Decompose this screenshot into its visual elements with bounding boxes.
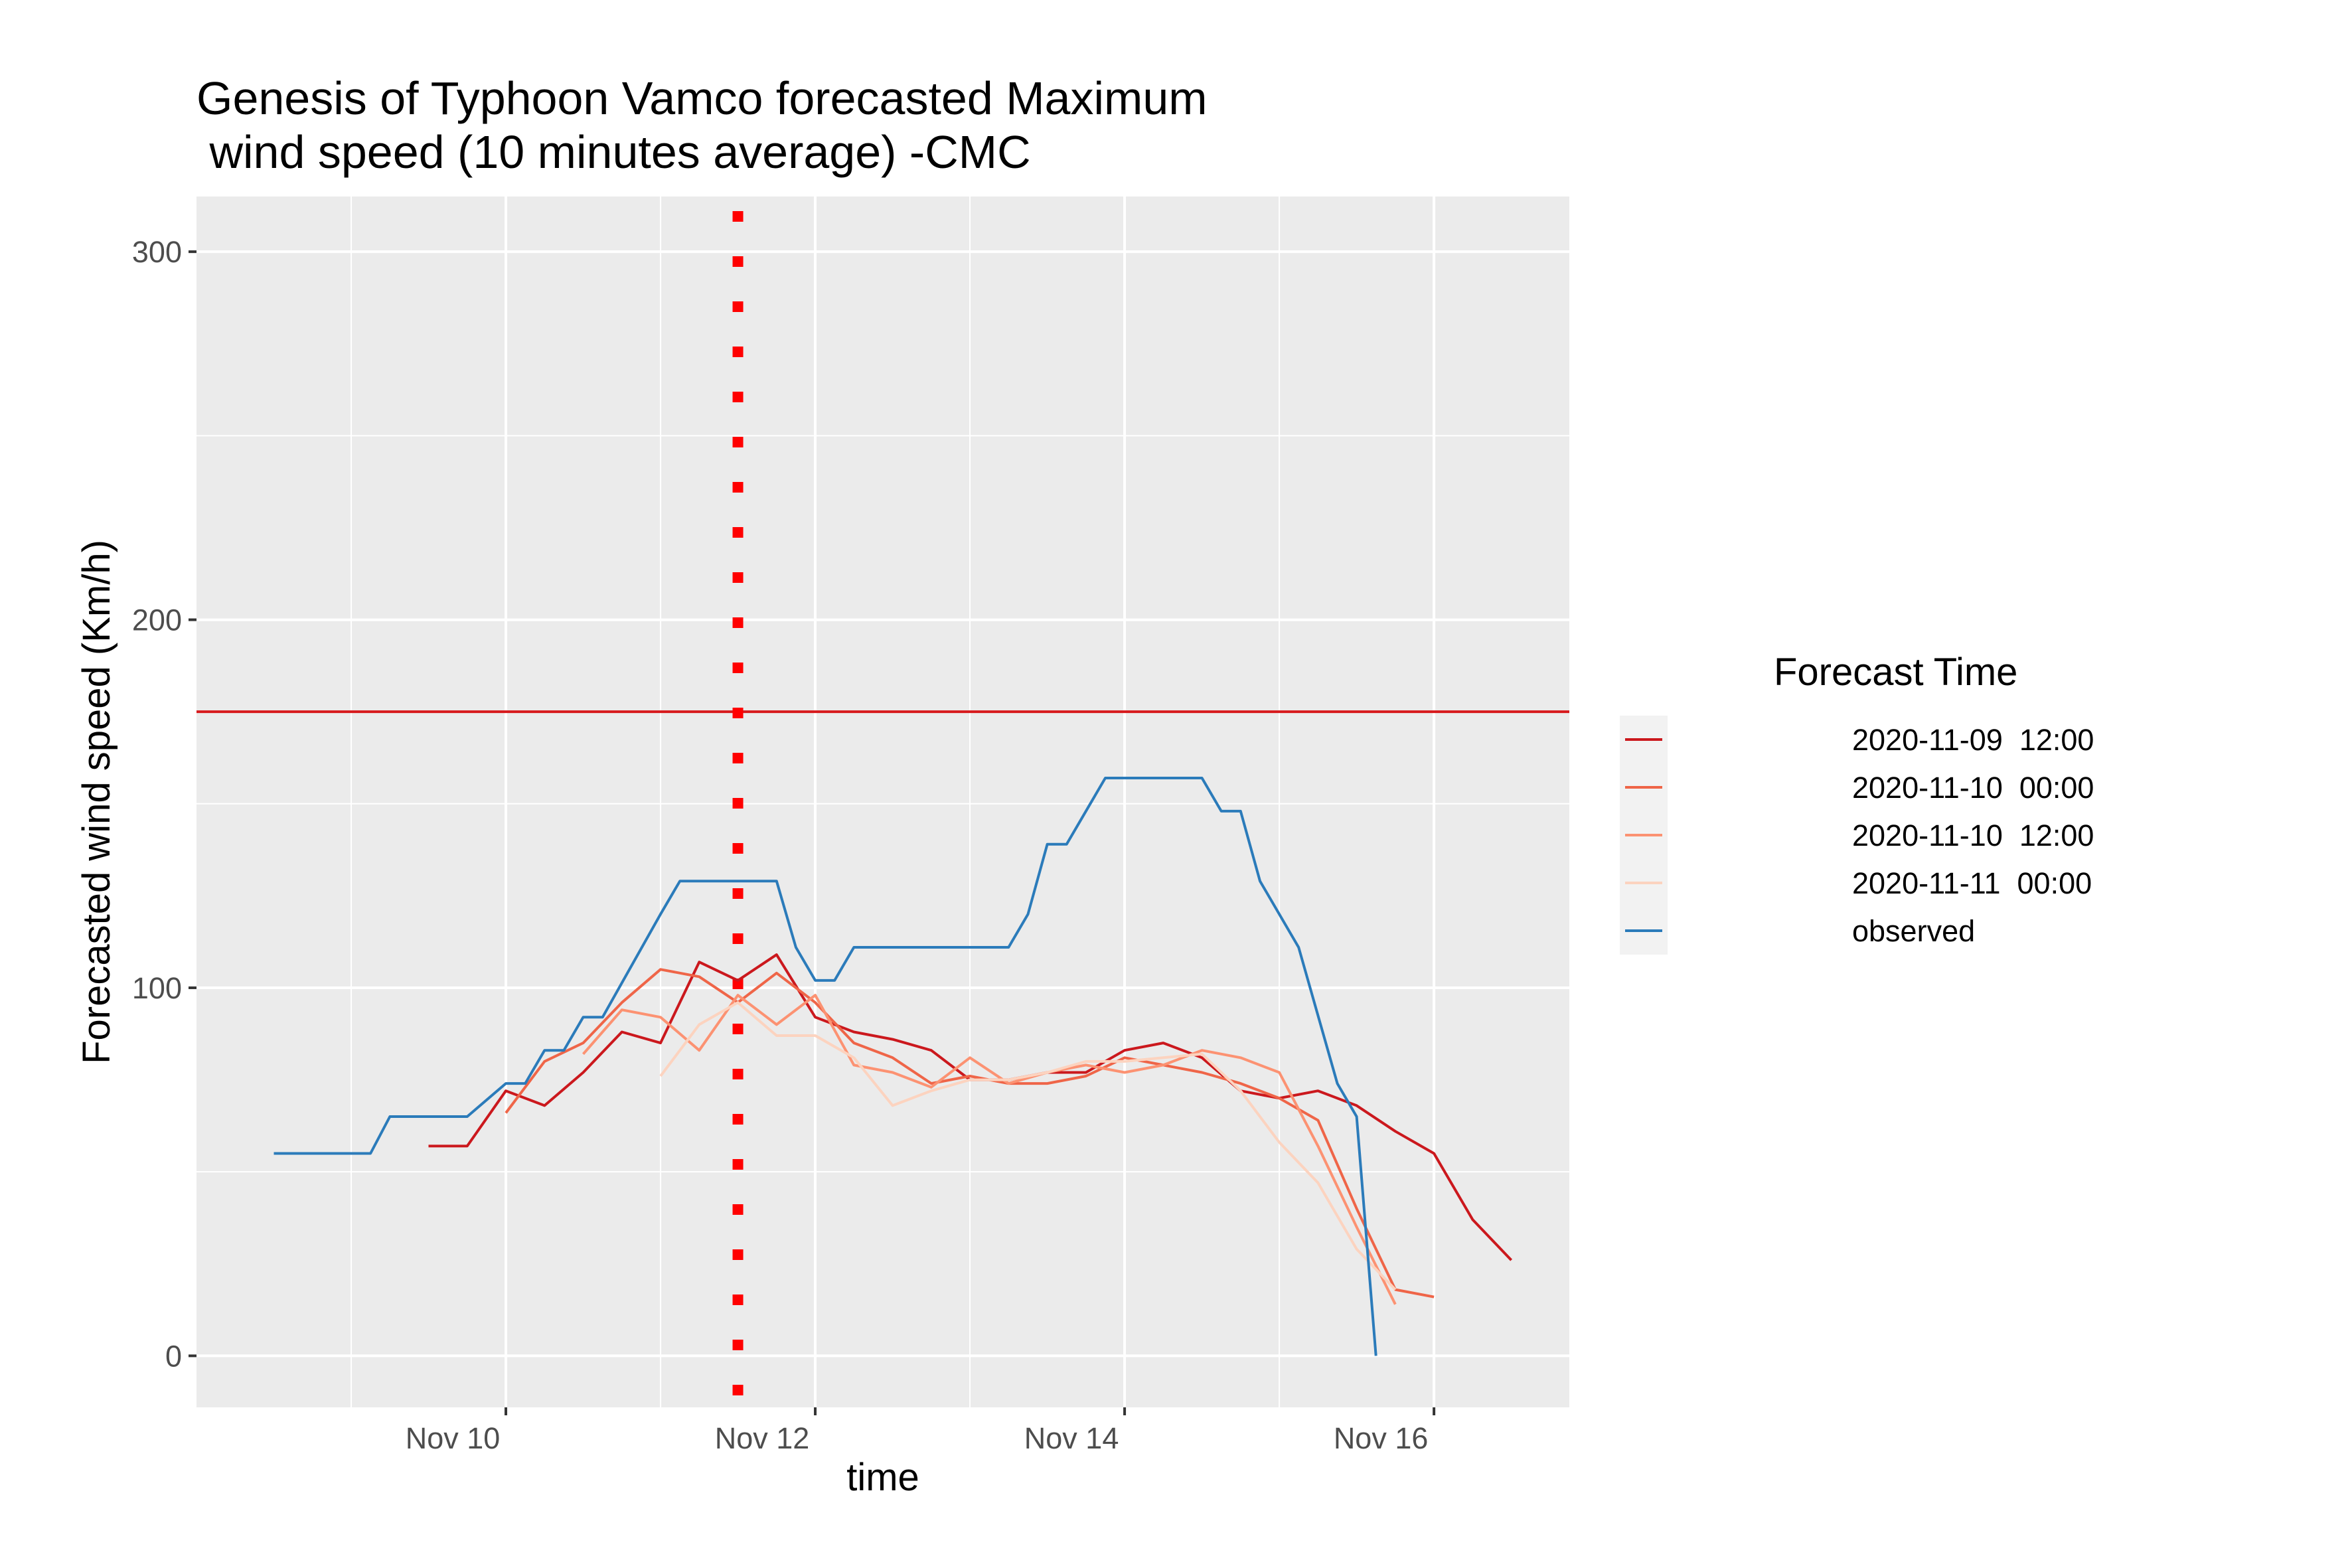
y-tick-label: 200: [132, 603, 182, 637]
x-tick-label: Nov 14: [1024, 1421, 1119, 1455]
y-tick-label: 300: [132, 235, 182, 269]
minor-gridlines: [196, 196, 1569, 1407]
y-axis: 0 100 200 300: [132, 235, 196, 1373]
major-gridlines: [196, 196, 1569, 1407]
legend-label: 2020-11-10 12:00: [1852, 819, 2094, 852]
series-line-2: [582, 994, 1397, 1305]
legend-label: 2020-11-10 00:00: [1852, 771, 2094, 805]
reference-lines: [196, 211, 1569, 1407]
legend-label: 2020-11-09 12:00: [1852, 723, 2094, 757]
series-line-4: [274, 777, 1377, 1356]
series-line-3: [659, 1001, 1397, 1291]
series-lines: [274, 777, 1513, 1356]
legend-label: 2020-11-11 00:00: [1852, 866, 2092, 900]
y-tick-label: 100: [132, 971, 182, 1005]
plot-panel: [196, 196, 1569, 1407]
chart-title-line-2: wind speed (10 minutes average) -CMC: [196, 126, 1031, 178]
series-line-1: [505, 968, 1435, 1298]
chart-title-line-1: Genesis of Typhoon Vamco forecasted Maxi…: [196, 72, 1208, 124]
legend: Forecast Time 2020-11-09 12:00 2020-11-10…: [1620, 651, 2094, 955]
legend-label: observed: [1852, 914, 1975, 948]
x-tick-label: Nov 16: [1334, 1421, 1429, 1455]
legend-title: Forecast Time: [1774, 651, 2017, 694]
y-tick-label: 0: [165, 1339, 182, 1373]
x-axis: Nov 10 Nov 12 Nov 14 Nov 16: [406, 1407, 1436, 1455]
x-tick-label: Nov 10: [406, 1421, 501, 1455]
x-tick-label: Nov 12: [715, 1421, 810, 1455]
y-axis-title: Forecasted wind speed (Km/h): [75, 540, 118, 1064]
x-axis-title: time: [846, 1456, 919, 1499]
